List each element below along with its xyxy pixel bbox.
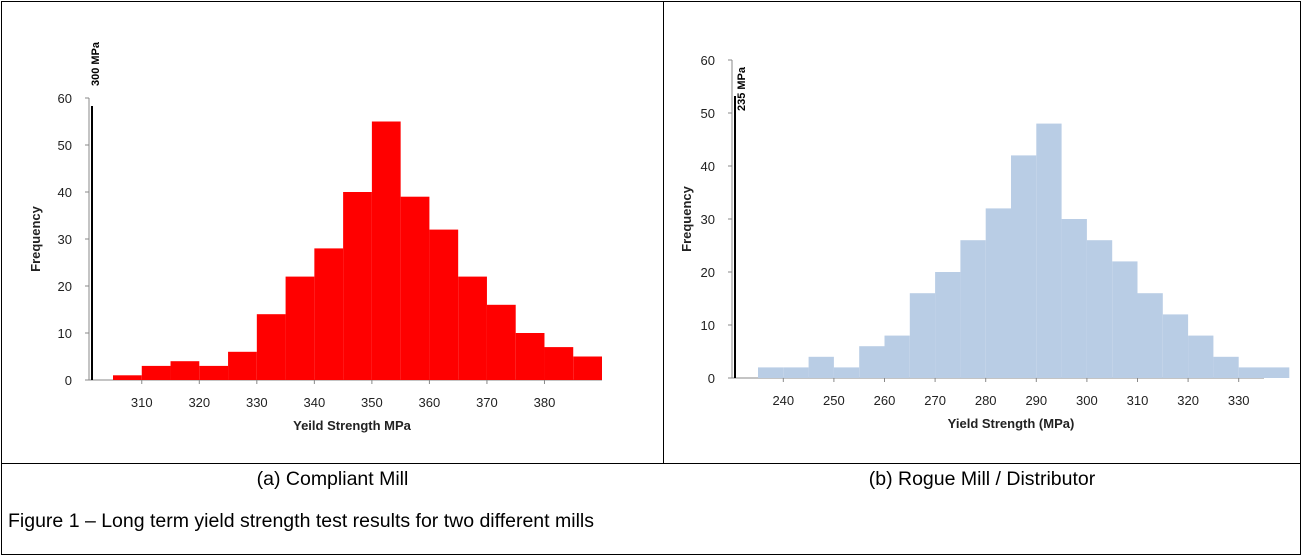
histogram-bar (1086, 240, 1113, 378)
histogram-panel-compliant-mill: 0 10 20 30 40 50 60 310 320 330 340 350 360 370 380 Yei… (2, 2, 663, 462)
histogram-bar (1011, 155, 1037, 378)
histogram-bar (199, 365, 229, 380)
histogram-bar (113, 375, 142, 380)
y-tick-label: 50 (58, 138, 72, 153)
histogram-bar (458, 276, 487, 380)
x-tick-label: 350 (361, 395, 383, 410)
histogram-chart-compliant-mill: 0 10 20 30 40 50 60 310 320 330 340 350 360 370 380 Yei… (28, 41, 602, 433)
x-tick-label: 330 (1228, 393, 1250, 408)
x-tick-label: 250 (823, 393, 845, 408)
x-tick-label: 330 (246, 395, 268, 410)
y-tick-label: 20 (58, 279, 72, 294)
x-tick-label: 270 (924, 393, 946, 408)
histogram-bar (371, 121, 401, 380)
x-tick-label: 370 (476, 395, 498, 410)
histogram-bar (758, 367, 784, 378)
histogram-bar (808, 356, 834, 378)
x-tick-label: 240 (772, 393, 794, 408)
histogram-bar (1112, 261, 1138, 378)
histogram-bar (985, 208, 1011, 378)
y-tick-label: 10 (58, 326, 72, 341)
histogram-bar (1061, 219, 1087, 378)
reference-line-label: 300 MPa (90, 41, 102, 86)
y-tick-label: 0 (708, 371, 715, 386)
histogram-bar (544, 347, 574, 380)
y-tick-label: 50 (701, 106, 715, 121)
y-tick-label: 60 (58, 91, 72, 106)
x-tick-label: 310 (1127, 393, 1149, 408)
histogram-bar (909, 293, 936, 378)
histogram-bar (141, 365, 171, 380)
histogram-bar (884, 335, 910, 378)
x-axis-title: Yield Strength (MPa) (948, 416, 1075, 431)
histogram-bar (256, 314, 286, 380)
panel-divider-vertical (663, 1, 664, 463)
histogram-bar (1188, 335, 1214, 378)
histogram-bar (1162, 314, 1189, 378)
y-tick-label: 20 (701, 265, 715, 280)
y-tick-label: 10 (701, 318, 715, 333)
histogram-bar (573, 356, 602, 380)
histogram-bar (859, 346, 885, 378)
x-tick-label: 280 (975, 393, 997, 408)
y-tick-label: 0 (65, 373, 72, 388)
x-tick-label: 290 (1025, 393, 1047, 408)
histogram-bar (1264, 367, 1290, 378)
x-tick-label: 360 (419, 395, 441, 410)
histogram-bar (1036, 123, 1062, 378)
panel-b-caption: (b) Rogue Mill / Distributor (868, 468, 1096, 490)
y-tick-label: 40 (58, 185, 72, 200)
y-axis-title: Frequency (28, 205, 43, 272)
histogram-bar (783, 367, 809, 378)
histogram-bar (515, 333, 545, 380)
histogram-bar (400, 196, 430, 380)
histogram-bar (833, 367, 860, 378)
x-tick-label: 300 (1076, 393, 1098, 408)
histogram-bar (228, 351, 257, 380)
histogram-bar (935, 272, 961, 378)
y-axis-title: Frequency (679, 185, 694, 252)
histogram-bar (314, 248, 344, 380)
x-tick-label: 260 (874, 393, 896, 408)
x-tick-label: 310 (131, 395, 153, 410)
y-tick-label: 30 (701, 212, 715, 227)
histogram-bar (960, 240, 986, 378)
histogram-bar (285, 276, 315, 380)
figure-caption: Figure 1 – Long term yield strength test… (8, 510, 594, 532)
x-tick-label: 340 (304, 395, 326, 410)
x-tick-label: 320 (1177, 393, 1199, 408)
histogram-bar (429, 229, 459, 380)
y-tick-label: 60 (701, 53, 715, 68)
x-tick-label: 320 (188, 395, 210, 410)
histogram-bar (170, 361, 200, 380)
histogram-bar (1213, 356, 1239, 378)
histogram-bar (1137, 293, 1163, 378)
x-axis-title: Yeild Strength MPa (293, 418, 412, 433)
histogram-panel-rogue-mill: 0 10 20 30 40 50 60 240 250 260 270 280 290 300 310 320… (664, 2, 1300, 462)
panel-a-caption: (a) Compliant Mill (256, 468, 409, 490)
histogram-chart-rogue-mill: 0 10 20 30 40 50 60 240 250 260 270 280 290 300 310 320… (679, 53, 1290, 431)
y-tick-label: 30 (58, 232, 72, 247)
x-tick-label: 380 (534, 395, 556, 410)
histogram-bar (343, 192, 372, 380)
histogram-bar (1238, 367, 1264, 378)
reference-line-label: 235 MPa (736, 66, 748, 111)
panel-divider-horizontal (1, 463, 1301, 464)
histogram-bar (486, 304, 516, 380)
y-tick-label: 40 (701, 159, 715, 174)
